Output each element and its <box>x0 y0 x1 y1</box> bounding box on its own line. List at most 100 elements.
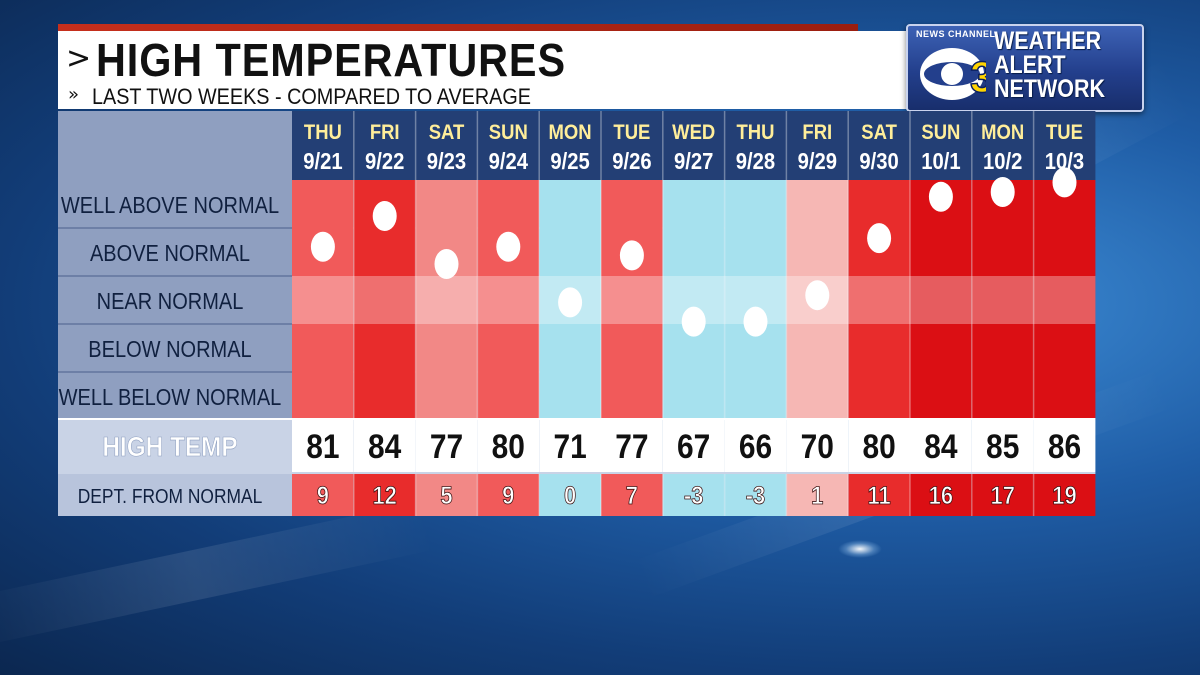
high-temp-cell-12 <box>1033 420 1096 472</box>
date-label-7: 9/28 <box>736 148 775 175</box>
day-column-5 <box>601 180 663 420</box>
high-temp-value-9: 80 <box>862 427 895 465</box>
departure-value-9: 11 <box>867 482 890 510</box>
departure-value-5: 7 <box>626 482 638 510</box>
high-temp-value-6: 67 <box>677 427 710 465</box>
temperature-marker-3 <box>496 231 521 262</box>
lens-flare <box>838 540 882 558</box>
logo-news-channel: NEWS CHANNEL <box>916 29 996 39</box>
high-temp-row-label: HIGH TEMP <box>102 430 237 462</box>
near-normal-band-9 <box>848 276 910 324</box>
temperature-marker-1 <box>372 201 397 231</box>
departure-value-2: 5 <box>440 482 452 510</box>
departure-cell-1 <box>353 474 416 516</box>
departure-row-label: DEPT. FROM NORMAL <box>78 485 263 507</box>
departure-cell-0 <box>292 474 354 516</box>
departure-value-7: -3 <box>746 482 766 510</box>
date-label-0: 9/21 <box>303 148 342 175</box>
temperature-marker-5 <box>619 240 644 271</box>
category-label-1: ABOVE NORMAL <box>90 240 250 267</box>
day-column-12 <box>1033 180 1096 420</box>
high-temp-value-3: 80 <box>492 427 525 465</box>
category-label-0: WELL ABOVE NORMAL <box>61 192 279 219</box>
near-normal-band-2 <box>415 276 478 324</box>
category-label-2: NEAR NORMAL <box>97 288 244 315</box>
departure-value-4: 0 <box>564 482 576 510</box>
departure-cell-12 <box>1033 474 1096 516</box>
departure-cell-11 <box>971 474 1034 516</box>
high-temp-value-5: 77 <box>615 427 648 465</box>
high-temp-value-12: 86 <box>1048 427 1081 465</box>
day-of-week-10: SUN <box>921 121 960 144</box>
high-temp-cell-10 <box>910 420 972 472</box>
high-temp-cell-0 <box>292 420 354 472</box>
high-temp-value-7: 66 <box>739 427 772 465</box>
logo-line-weather: WEATHER <box>994 27 1102 55</box>
high-temp-value-10: 84 <box>924 427 957 465</box>
departure-cell-10 <box>910 474 972 516</box>
title-bar: > HIGH TEMPERATURES » LAST TWO WEEKS - C… <box>58 31 908 109</box>
high-temp-cell-2 <box>415 420 478 472</box>
date-label-9: 9/30 <box>859 148 898 175</box>
date-label-3: 9/24 <box>489 148 528 175</box>
departure-value-3: 9 <box>502 482 514 510</box>
near-normal-band-11 <box>971 276 1034 324</box>
departure-value-8: 1 <box>811 482 823 510</box>
day-column-6 <box>662 180 725 420</box>
day-of-week-8: FRI <box>802 121 832 144</box>
day-of-week-9: SAT <box>861 121 897 144</box>
category-label-4: WELL BELOW NORMAL <box>59 384 282 411</box>
near-normal-band-3 <box>477 276 540 324</box>
header-accent-strip <box>58 24 858 31</box>
high-temp-value-2: 77 <box>430 427 463 465</box>
logo-line-alert: ALERT <box>994 51 1066 79</box>
day-of-week-11: MON <box>981 121 1024 144</box>
high-temp-cell-11 <box>971 420 1034 472</box>
day-column-10 <box>910 180 972 420</box>
page-title: HIGH TEMPERATURES <box>96 34 566 86</box>
date-label-2: 9/23 <box>427 148 466 175</box>
logo-wordmark: WEATHER ALERT NETWORK <box>994 27 1106 103</box>
date-label-10: 10/1 <box>921 148 960 175</box>
departure-value-1: 12 <box>372 482 396 510</box>
day-column-3 <box>477 180 540 420</box>
high-temp-value-1: 84 <box>368 427 401 465</box>
temperature-marker-4 <box>558 287 583 318</box>
departure-cell-9 <box>848 474 910 516</box>
high-temp-cell-8 <box>786 420 849 472</box>
day-of-week-1: FRI <box>370 121 400 144</box>
subtitle-chevron-icon: » <box>68 84 80 105</box>
high-temp-cell-7 <box>724 420 787 472</box>
day-of-week-5: TUE <box>613 121 650 144</box>
departure-cell-5 <box>601 474 663 516</box>
near-normal-band-10 <box>910 276 972 324</box>
near-normal-band-5 <box>601 276 663 324</box>
departure-cell-4 <box>539 474 601 516</box>
day-of-week-12: TUE <box>1046 121 1083 144</box>
near-normal-band-12 <box>1033 276 1096 324</box>
temperature-marker-8 <box>805 280 830 311</box>
high-temp-cell-9 <box>848 420 910 472</box>
title-chevron-icon: > <box>66 41 92 76</box>
day-of-week-4: MON <box>549 121 592 144</box>
departure-cell-7 <box>724 474 787 516</box>
cbs-eye-logo-icon: 3 <box>920 48 986 103</box>
day-column-9 <box>848 180 910 420</box>
departure-cell-2 <box>415 474 478 516</box>
day-of-week-0: THU <box>304 121 342 144</box>
logo-line-network: NETWORK <box>994 75 1106 103</box>
day-of-week-3: SUN <box>489 121 528 144</box>
temperature-marker-6 <box>681 306 706 337</box>
near-normal-band-0 <box>292 276 354 324</box>
departure-value-10: 16 <box>929 482 953 510</box>
departure-value-6: -3 <box>684 482 704 510</box>
high-temp-cell-5 <box>601 420 663 472</box>
high-temp-value-4: 71 <box>553 427 586 465</box>
high-temp-value-0: 81 <box>306 427 339 465</box>
day-column-11 <box>971 180 1034 420</box>
high-temp-cell-1 <box>353 420 416 472</box>
departure-value-11: 17 <box>990 482 1014 510</box>
departure-value-0: 9 <box>317 482 329 510</box>
high-temp-label-cell <box>58 420 292 472</box>
temperature-marker-11 <box>990 177 1015 207</box>
